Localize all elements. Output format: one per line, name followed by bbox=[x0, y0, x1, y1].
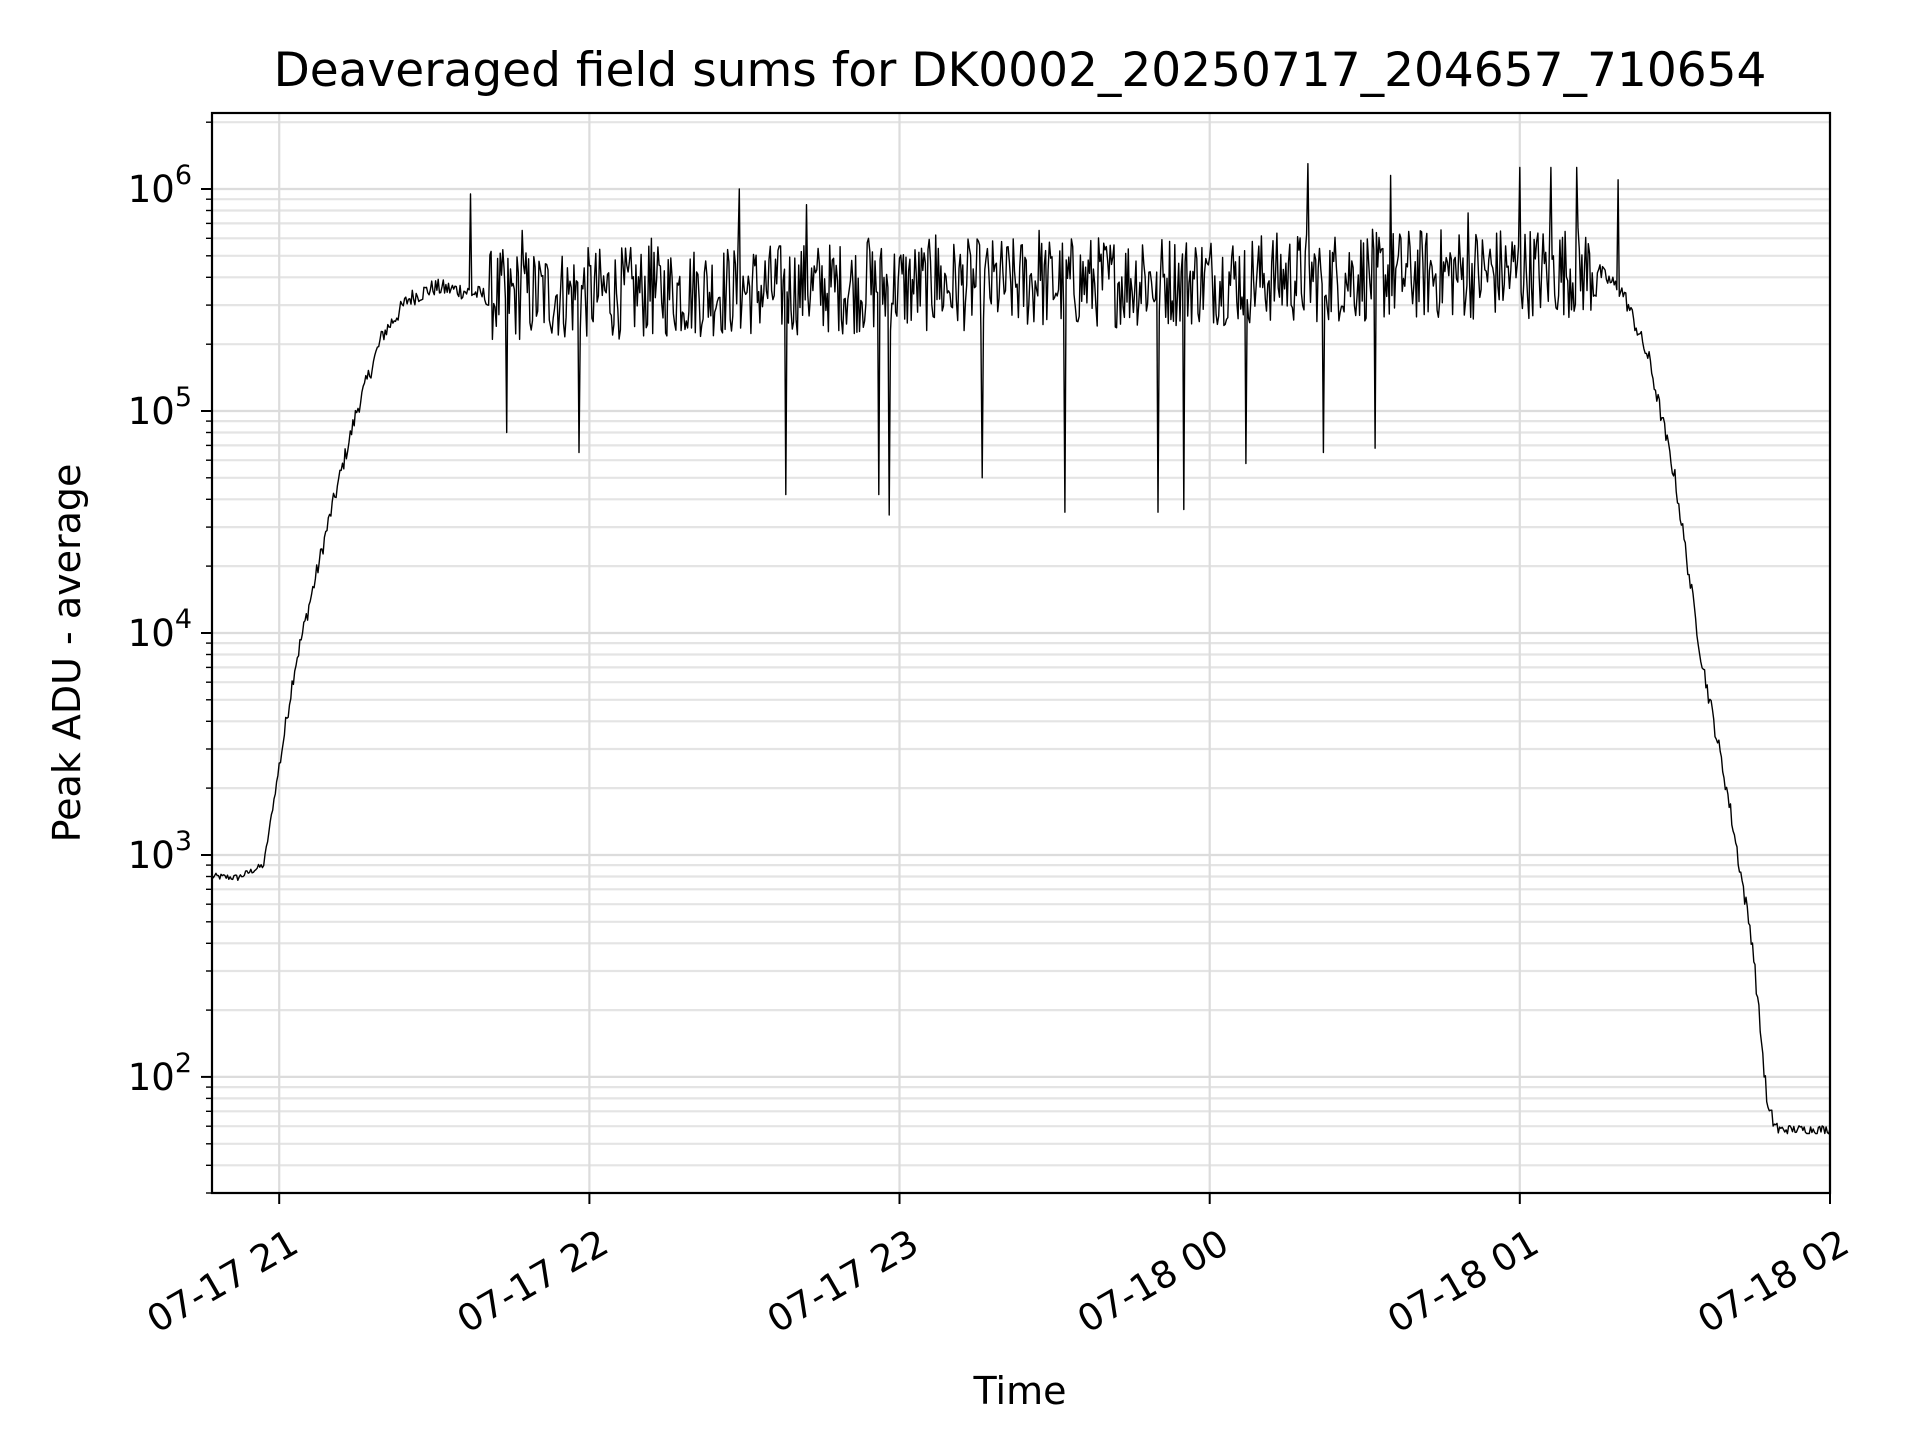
series-line bbox=[211, 163, 1831, 1135]
y-tick-label: 102 bbox=[128, 1048, 192, 1099]
x-tick-label: 07-18 01 bbox=[1380, 1221, 1546, 1341]
y-tick-label: 103 bbox=[128, 826, 192, 877]
x-axis-label: Time bbox=[973, 1369, 1067, 1413]
plot-area-frame bbox=[210, 111, 1832, 1195]
y-tick-label: 106 bbox=[128, 160, 192, 211]
y-tick-label: 105 bbox=[128, 382, 192, 433]
x-tick-label: 07-17 23 bbox=[760, 1221, 926, 1341]
y-tick-label: 104 bbox=[128, 604, 192, 655]
y-axis-label: Peak ADU - average bbox=[45, 464, 89, 843]
x-tick-label: 07-18 02 bbox=[1691, 1221, 1857, 1341]
chart-title: Deaveraged field sums for DK0002_2025071… bbox=[274, 43, 1767, 98]
x-tick-label: 07-18 00 bbox=[1070, 1221, 1236, 1341]
x-tick-label: 07-17 22 bbox=[450, 1221, 616, 1341]
x-tick-label: 07-17 21 bbox=[140, 1221, 306, 1341]
